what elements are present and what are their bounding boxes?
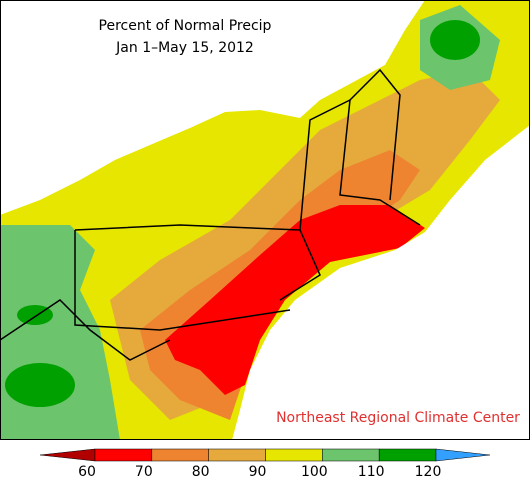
map-title: Percent of Normal Precip bbox=[99, 18, 272, 34]
colorbar-tick-label: 100 bbox=[301, 464, 328, 478]
colorbar-over bbox=[435, 448, 491, 462]
colorbar-segment bbox=[151, 448, 209, 462]
colorbar-segment bbox=[378, 448, 437, 462]
colorbar-tick-label: 60 bbox=[78, 464, 96, 478]
colorbar-segment bbox=[322, 448, 380, 462]
credit: Northeast Regional Climate Center bbox=[276, 410, 520, 426]
colorbar-tick-label: 80 bbox=[192, 464, 210, 478]
colorbar-under bbox=[39, 448, 96, 462]
colorbar-tick-label: 120 bbox=[415, 464, 442, 478]
colorbar-segment bbox=[265, 448, 323, 462]
colorbar-tick-label: 110 bbox=[358, 464, 385, 478]
colorbar: 60 70 80 90 100 110 120 bbox=[39, 448, 491, 478]
colorbar-tick-label: 90 bbox=[249, 464, 267, 478]
colorbar-segment bbox=[208, 448, 266, 462]
map bbox=[0, 0, 530, 440]
map-subtitle: Jan 1–May 15, 2012 bbox=[115, 40, 254, 56]
colorbar-segment bbox=[94, 448, 153, 462]
colorbar-tick-label: 70 bbox=[135, 464, 153, 478]
